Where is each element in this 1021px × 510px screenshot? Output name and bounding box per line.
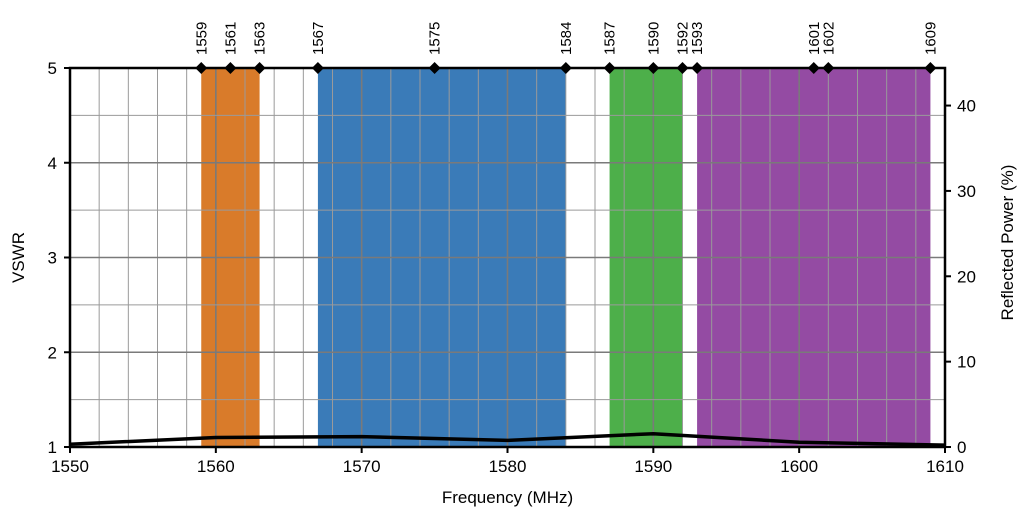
series-layer bbox=[69, 431, 946, 447]
band-edge-marker bbox=[647, 62, 660, 74]
band-edge-label: 1559 bbox=[193, 22, 210, 55]
y2-tick-label: 10 bbox=[957, 353, 976, 372]
band-edge-label: 1609 bbox=[922, 22, 939, 55]
y2-tick-label: 40 bbox=[957, 97, 976, 116]
y2-tick-label: 30 bbox=[957, 182, 976, 201]
y2-tick-label: 0 bbox=[957, 438, 966, 457]
band-edge-label: 1601 bbox=[806, 22, 823, 55]
x-tick-label: 1580 bbox=[489, 457, 527, 476]
label-layer: 1550 1560 1570 1580 1590 1600 1610 1 2 3 4 5 0 10 20 30… bbox=[48, 22, 976, 476]
band-edge-label: 1567 bbox=[310, 22, 327, 55]
plot-frame bbox=[64, 66, 951, 453]
band-edge-marker bbox=[924, 62, 937, 74]
y-tick-label: 5 bbox=[48, 59, 57, 78]
y-tick-label: 4 bbox=[48, 154, 57, 173]
band-edge-label: 1584 bbox=[558, 22, 575, 55]
band-edge-marker bbox=[559, 62, 572, 74]
band-edge-marker bbox=[822, 62, 835, 74]
grid-layer bbox=[70, 68, 945, 447]
marker-layer bbox=[195, 62, 937, 74]
band-edge-label: 1563 bbox=[252, 22, 269, 55]
band-edge-label: 1592 bbox=[675, 22, 692, 55]
y-tick-label: 1 bbox=[48, 438, 57, 457]
band-edge-label: 1590 bbox=[645, 22, 662, 55]
band-edge-label: 1575 bbox=[427, 22, 444, 55]
x-tick-label: 1600 bbox=[780, 457, 818, 476]
band-edge-marker bbox=[676, 62, 689, 74]
band-edge-marker bbox=[428, 62, 441, 74]
band-edge-label: 1587 bbox=[602, 22, 619, 55]
x-axis-title: Frequency (MHz) bbox=[442, 488, 573, 507]
vswr-series-line bbox=[69, 431, 946, 447]
y2-tick-label: 20 bbox=[957, 267, 976, 286]
y2-axis-title: Reflected Power (%) bbox=[998, 165, 1017, 321]
band-edge-marker bbox=[224, 62, 237, 74]
x-tick-label: 1550 bbox=[51, 457, 89, 476]
x-tick-label: 1570 bbox=[343, 457, 381, 476]
band-edge-label: 1561 bbox=[222, 22, 239, 55]
band-edge-label: 1602 bbox=[820, 22, 837, 55]
band-edge-marker bbox=[195, 62, 208, 74]
y-tick-label: 3 bbox=[48, 249, 57, 268]
x-tick-label: 1610 bbox=[926, 457, 964, 476]
x-tick-label: 1560 bbox=[197, 457, 235, 476]
y-tick-label: 2 bbox=[48, 343, 57, 362]
y-axis-title: VSWR bbox=[9, 232, 28, 283]
band-edge-marker bbox=[253, 62, 266, 74]
band-edge-label: 1593 bbox=[689, 22, 706, 55]
band-edge-marker bbox=[691, 62, 704, 74]
x-tick-label: 1590 bbox=[634, 457, 672, 476]
band-edge-marker bbox=[311, 62, 324, 74]
band-edge-marker bbox=[603, 62, 616, 74]
band-edge-marker bbox=[807, 62, 820, 74]
